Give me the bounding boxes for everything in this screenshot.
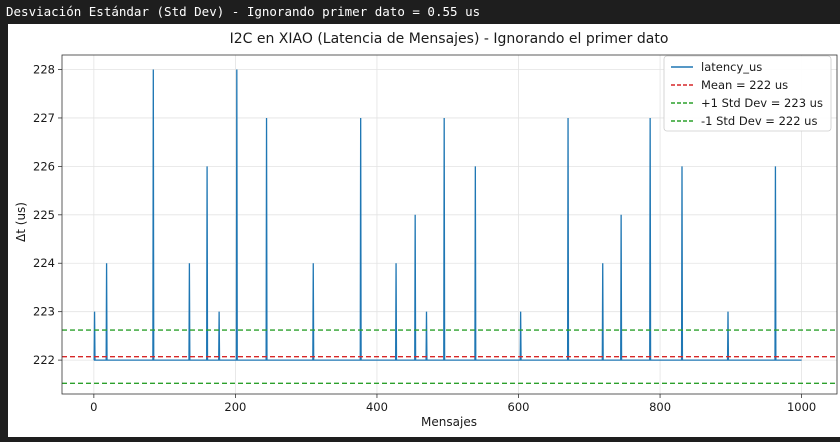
legend-label: -1 Std Dev = 222 us <box>701 114 817 128</box>
legend-label: latency_us <box>701 60 762 74</box>
tick-labels: 0 200 400 600 800 1000 222 223 224 225 226 227 228 <box>33 63 816 414</box>
y-tick-label: 222 <box>33 353 55 367</box>
x-tick-label: 800 <box>649 400 671 414</box>
y-axis-label: Δt (us) <box>14 202 28 242</box>
x-axis-label: Mensajes <box>421 415 477 429</box>
legend-label: +1 Std Dev = 223 us <box>701 96 823 110</box>
x-tick-label: 600 <box>508 400 530 414</box>
chart-figure: I2C en XIAO (Latencia de Mensajes) - Ign… <box>8 24 840 437</box>
plot-frame <box>61 54 838 395</box>
line-chart: I2C en XIAO (Latencia de Mensajes) - Ign… <box>14 31 838 429</box>
legend-box <box>663 55 832 132</box>
chart-title: I2C en XIAO (Latencia de Mensajes) - Ign… <box>230 31 669 47</box>
y-tick-label: 223 <box>33 305 55 319</box>
y-tick-label: 227 <box>33 111 55 125</box>
axes <box>58 54 838 398</box>
y-tick-label: 224 <box>33 256 55 270</box>
x-tick-label: 0 <box>90 400 97 414</box>
console-output-line: Desviación Estándar (Std Dev) - Ignorand… <box>6 4 481 19</box>
legend: latency_us Mean = 222 us +1 Std Dev = 223 … <box>663 55 832 132</box>
x-tick-label: 400 <box>366 400 388 414</box>
plot-lines <box>62 69 837 385</box>
x-tick-label: 200 <box>224 400 246 414</box>
x-tick-label: 1000 <box>787 400 816 414</box>
legend-label: Mean = 222 us <box>701 78 788 92</box>
y-tick-label: 226 <box>33 159 55 173</box>
y-tick-label: 225 <box>33 208 55 222</box>
latency-series-line <box>93 69 802 361</box>
y-tick-label: 228 <box>33 63 55 77</box>
